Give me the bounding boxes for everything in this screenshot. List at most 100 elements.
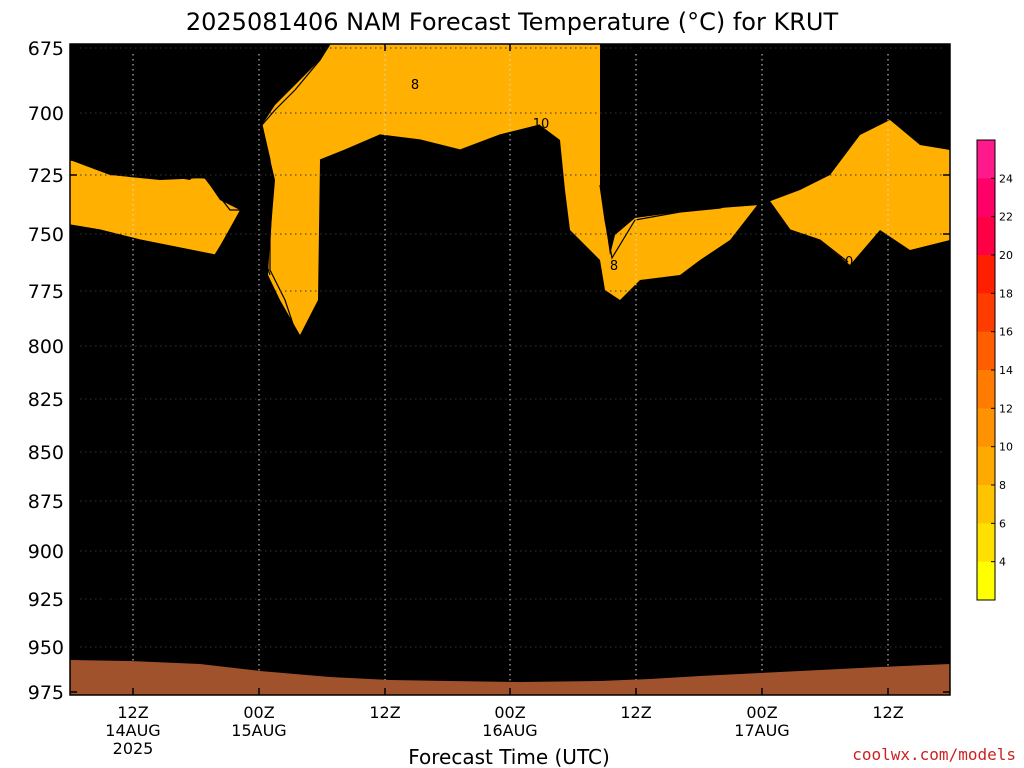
contour-label: 16	[773, 479, 790, 494]
contour-line	[70, 279, 411, 421]
colorbar-swatch	[977, 140, 995, 179]
contour-label: 8	[766, 100, 774, 115]
y-tick-label: 775	[28, 281, 64, 303]
contour-line	[70, 424, 561, 513]
y-tick-label: 750	[28, 224, 64, 246]
fill-band-cold-b	[70, 44, 330, 275]
colorbar-swatch	[977, 523, 995, 563]
colorbar-swatch	[977, 178, 995, 218]
contour-line	[70, 549, 121, 613]
y-tick-label: 850	[28, 442, 64, 464]
contour-label: 18	[543, 550, 560, 565]
x-tick-label: 14AUG	[105, 721, 160, 740]
contour-line	[599, 184, 849, 263]
contour-line	[319, 124, 541, 161]
colorbar-label: 12	[999, 402, 1013, 415]
contour-label: 8	[641, 51, 649, 66]
contour-label: 20	[511, 603, 528, 618]
x-tick-label: 00Z	[243, 703, 274, 722]
contour-line	[70, 214, 241, 256]
colorbar-swatch	[977, 408, 995, 448]
contour-line	[70, 369, 491, 423]
colorbar-swatch	[977, 561, 995, 601]
contour-line	[70, 159, 271, 276]
contour-label: 12	[774, 318, 791, 333]
x-tick-label: 12Z	[117, 703, 148, 722]
gridlines	[70, 44, 950, 695]
contour-line	[369, 224, 377, 281]
ground-terrain	[70, 660, 950, 695]
x-axis-title: Forecast Time (UTC)	[408, 745, 610, 768]
plot-area: 8 8 8 8 8 8 10 10 10 12 12 14 14 14 14 16 16 18 18 18 20 20	[70, 44, 950, 695]
colorbar-swatch	[977, 446, 995, 486]
contour-label: 14	[490, 408, 507, 423]
x-tick-label: 2025	[113, 739, 154, 758]
contour-label: 10	[837, 255, 854, 270]
contour-line	[559, 431, 950, 481]
y-axis: 675 700 725 750 775 800 825 850 875 900 925 950 975	[28, 38, 950, 704]
x-tick-label: 00Z	[494, 703, 525, 722]
colorbar-label: 24	[999, 172, 1013, 185]
colorbar: 4 6 8 10 12 14 16 18 20 22 24	[976, 139, 1013, 601]
colorbar-label: 22	[999, 211, 1013, 224]
x-tick-label: 15AUG	[231, 721, 286, 740]
contour-label: 12	[397, 419, 414, 434]
contour-labels: 8 8 8 8 8 8 10 10 10 12 12 14 14 14 14 16 16 18 18 18 20 20	[74, 51, 853, 635]
contour-label: 18	[103, 597, 120, 612]
y-tick-label: 700	[28, 103, 64, 125]
colorbar-label: 10	[999, 441, 1013, 454]
contour-lines	[70, 44, 950, 691]
colorbar-label: 4	[999, 556, 1006, 569]
colorbar-swatch	[977, 331, 995, 371]
colorbar-label: 16	[999, 326, 1013, 339]
contour-label: 16	[586, 505, 603, 520]
y-tick-label: 825	[28, 389, 64, 411]
x-tick-label: 17AUG	[734, 721, 789, 740]
contour-label: 8	[264, 280, 272, 295]
contour-label: 14	[774, 386, 791, 401]
y-tick-label: 875	[28, 491, 64, 513]
fill-band-coldest	[122, 44, 185, 115]
colorbar-label: 18	[999, 287, 1013, 300]
x-tick-label: 00Z	[746, 703, 777, 722]
colorbar-label: 8	[999, 479, 1006, 492]
contour-line	[489, 369, 950, 466]
fill-band-22-24-b	[425, 628, 600, 690]
colorbar-label: 14	[999, 364, 1013, 377]
contour-label: 10	[533, 117, 550, 132]
y-tick-label: 725	[28, 165, 64, 187]
contour-line	[619, 124, 633, 144]
chart-title: 2025081406 NAM Forecast Temperature (°C)…	[186, 8, 839, 36]
x-tick-label: 16AUG	[482, 721, 537, 740]
colorbar-label: 6	[999, 517, 1006, 530]
contour-line	[70, 489, 950, 593]
contour-line	[261, 44, 331, 346]
y-tick-label: 975	[28, 682, 64, 704]
x-tick-label: 12Z	[620, 703, 651, 722]
contour-label: 8	[74, 146, 82, 161]
contour-label: 10	[292, 357, 309, 372]
y-tick-label: 675	[28, 38, 64, 60]
contour-line	[199, 44, 216, 171]
x-tick-label: 12Z	[369, 703, 400, 722]
colorbar-label: 20	[999, 249, 1013, 262]
contour-line	[409, 204, 950, 421]
fill-band-20-22-a	[70, 550, 120, 690]
colorbar-swatch	[977, 255, 995, 294]
colorbar-swatch	[977, 370, 995, 409]
contour-label: 18	[784, 590, 801, 605]
contour-label: 8	[610, 259, 618, 274]
contour-line	[878, 597, 917, 616]
fill-band-cold-c	[600, 44, 950, 255]
x-tick-label: 12Z	[872, 703, 903, 722]
y-tick-label: 900	[28, 541, 64, 563]
y-tick-label: 800	[28, 336, 64, 358]
colorbar-swatch	[977, 216, 995, 256]
y-tick-label: 950	[28, 637, 64, 659]
contour-label: 14	[344, 482, 361, 497]
colorbar-swatch	[977, 485, 995, 524]
contour-label: 20	[678, 620, 695, 635]
contour-line	[164, 554, 391, 691]
colorbar-swatch	[977, 293, 995, 333]
